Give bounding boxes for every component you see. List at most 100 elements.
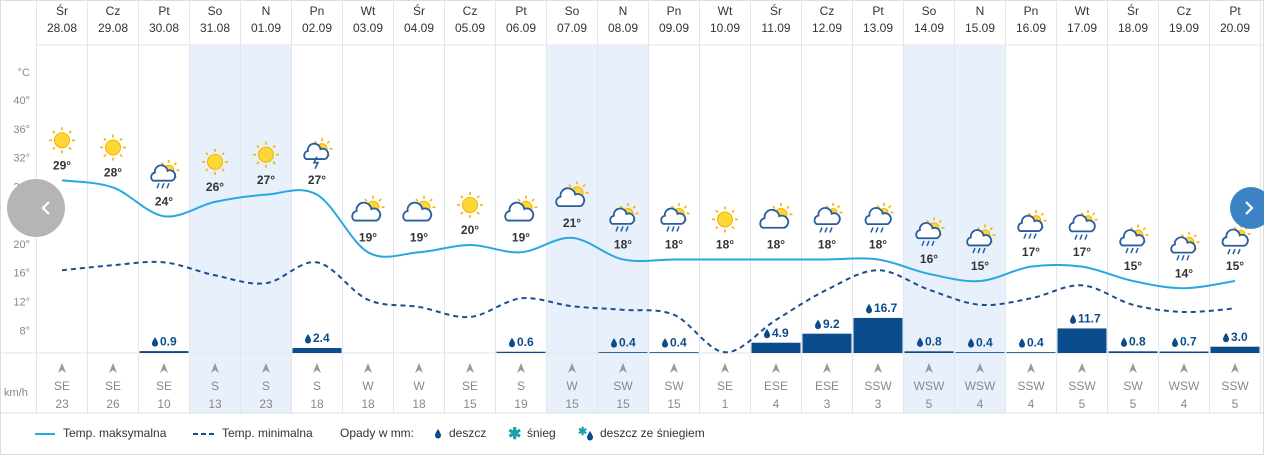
rain-drop xyxy=(977,247,981,254)
wind-speed: 4 xyxy=(1028,397,1035,411)
precip-label: 0.4 xyxy=(670,335,687,349)
sun-ray xyxy=(68,146,72,151)
sun-ray xyxy=(1193,234,1197,238)
next-button[interactable] xyxy=(1230,187,1264,229)
y-unit: °C xyxy=(18,67,30,79)
weekday: Pn xyxy=(1024,4,1039,18)
date: 01.09 xyxy=(251,21,281,35)
weather-icon xyxy=(504,195,538,222)
sun-ray xyxy=(1142,227,1146,231)
temp-label: 18° xyxy=(614,238,632,252)
wind-direction: S xyxy=(313,379,321,393)
cloud xyxy=(864,207,892,226)
y-tick-label: 16° xyxy=(13,268,30,280)
sun-ray xyxy=(460,211,464,215)
drop-icon xyxy=(1172,337,1178,348)
cloud xyxy=(813,207,841,226)
wind-direction: SW xyxy=(613,379,633,393)
temp-label: 19° xyxy=(359,230,377,244)
sun-ray xyxy=(221,152,225,156)
wind-speed: 18 xyxy=(361,397,375,411)
drop-icon xyxy=(1070,314,1076,324)
weather-icon xyxy=(351,195,385,222)
date: 05.09 xyxy=(455,21,485,35)
wind-arrow xyxy=(619,363,627,373)
precip-bar xyxy=(904,351,954,353)
wind-direction: WSW xyxy=(914,379,945,393)
weekday: N xyxy=(262,4,271,18)
temp-label: 15° xyxy=(1124,259,1142,273)
drop-icon xyxy=(866,303,872,314)
temp-label: 29° xyxy=(53,158,71,172)
weather-icon xyxy=(1119,224,1149,254)
cloud xyxy=(150,164,177,182)
sun-ray xyxy=(683,205,687,209)
weekday: Pn xyxy=(667,4,682,18)
sun-ray xyxy=(876,205,880,209)
legend-label: śnieg xyxy=(527,426,556,440)
date: 20.09 xyxy=(1220,21,1250,35)
weekday: Cz xyxy=(1177,4,1192,18)
precip-label: 0.7 xyxy=(1180,335,1197,349)
sun-ray xyxy=(68,130,72,134)
temp-label: 27° xyxy=(257,173,275,187)
rain-drop xyxy=(880,227,884,233)
precip-label: 0.9 xyxy=(160,334,177,348)
wind-arrow xyxy=(1078,363,1086,373)
weekday: Wt xyxy=(718,4,733,18)
drop-icon xyxy=(435,429,441,439)
rain-drop xyxy=(666,226,670,232)
drop-icon xyxy=(509,337,515,348)
weather-icon xyxy=(759,202,793,229)
weekday: Cz xyxy=(463,4,478,18)
precip-bar xyxy=(1057,328,1107,353)
wind-speed: 1 xyxy=(722,397,729,411)
weather-icon xyxy=(100,134,126,161)
wind-arrow xyxy=(670,363,678,373)
temp-label: 28° xyxy=(104,166,122,180)
date: 13.09 xyxy=(863,21,893,35)
wind-speed: 5 xyxy=(926,397,933,411)
sun-ray xyxy=(671,205,675,209)
wind-arrow xyxy=(976,363,984,373)
sun-ray xyxy=(1181,234,1185,238)
weather-icon xyxy=(864,202,894,233)
sun-ray xyxy=(620,205,624,209)
weather-icon xyxy=(49,127,75,154)
sun-ray xyxy=(221,168,225,172)
rain-drop xyxy=(824,227,828,233)
precip-label: 16.7 xyxy=(874,301,898,315)
date: 07.09 xyxy=(557,21,587,35)
precip-bar xyxy=(802,333,852,353)
date: 08.09 xyxy=(608,21,638,35)
date: 15.09 xyxy=(965,21,995,35)
weekday: N xyxy=(976,4,985,18)
wind-direction: SE xyxy=(717,379,733,393)
temp-label: 18° xyxy=(767,238,785,252)
precip-label: 4.9 xyxy=(772,326,789,340)
weather-icon xyxy=(402,195,436,222)
wind-speed: 4 xyxy=(977,397,984,411)
temp-label: 15° xyxy=(1226,259,1244,273)
sleet-icon: ✱ xyxy=(578,426,587,438)
sun-ray xyxy=(476,211,480,215)
rain-drop xyxy=(1125,247,1129,254)
wind-direction: SE xyxy=(105,379,121,393)
wind-speed: 18 xyxy=(412,397,426,411)
date: 30.08 xyxy=(149,21,179,35)
sun-ray xyxy=(989,227,993,231)
prev-button[interactable] xyxy=(7,179,65,237)
weekday: Pt xyxy=(515,4,527,18)
drop-icon xyxy=(1223,332,1229,343)
wind-arrow xyxy=(925,363,933,373)
temp-label: 17° xyxy=(1073,245,1091,259)
rain-drop xyxy=(625,226,629,232)
sun-ray xyxy=(1233,226,1237,231)
sun-ray xyxy=(415,198,419,202)
sun-ray xyxy=(272,144,276,149)
rain-drop xyxy=(156,182,160,189)
date: 28.08 xyxy=(47,21,77,35)
sun-ray xyxy=(52,146,56,151)
sun-ray xyxy=(460,195,464,199)
sun-ray xyxy=(103,153,107,158)
